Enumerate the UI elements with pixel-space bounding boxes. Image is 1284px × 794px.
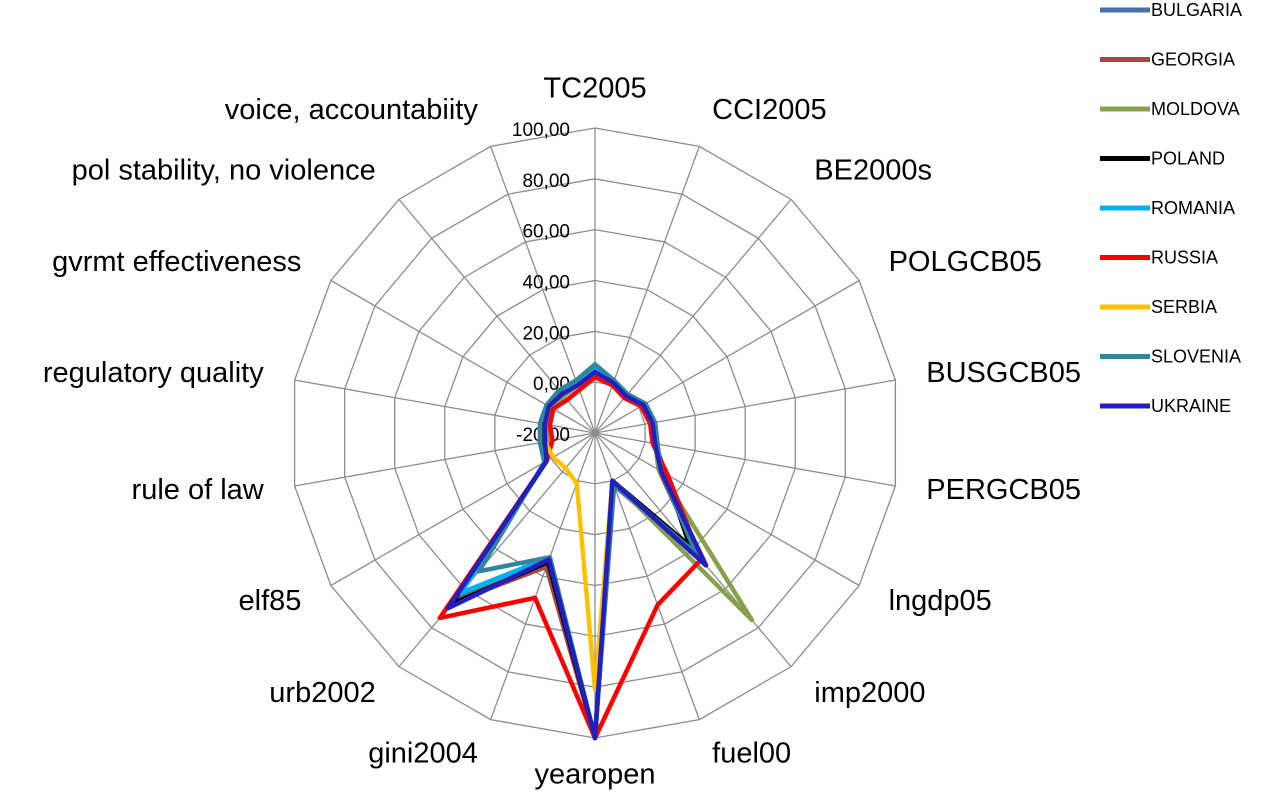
spoke [398, 432, 596, 668]
legend-label: RUSSIA [1151, 247, 1218, 267]
category-label: lngdp05 [889, 585, 992, 617]
spoke [594, 432, 860, 587]
legend-label: SLOVENIA [1151, 346, 1241, 366]
legend-label: UKRAINE [1151, 396, 1231, 416]
category-label: elf85 [239, 585, 302, 617]
category-label: imp2000 [814, 677, 925, 709]
legend-label: BULGARIA [1151, 0, 1242, 20]
legend-label: GEORGIA [1151, 49, 1235, 69]
category-label: pol stability, no violence [72, 154, 376, 186]
spoke [594, 379, 896, 434]
legend-label: SERBIA [1151, 297, 1217, 317]
tick-label: 100,00 [512, 120, 570, 141]
tick-label: 20,00 [522, 323, 570, 344]
category-label: gvrmt effectiveness [52, 246, 301, 278]
category-label: BUSGCB05 [926, 357, 1081, 389]
category-label: TC2005 [543, 73, 646, 105]
category-label: regulatory quality [43, 357, 264, 389]
tick-label: 40,00 [522, 273, 570, 294]
category-label: POLGCB05 [889, 246, 1042, 278]
spoke [594, 146, 700, 434]
spoke [330, 432, 596, 587]
legend-label: ROMANIA [1151, 198, 1235, 218]
category-label: fuel00 [712, 738, 791, 770]
tick-label: 60,00 [522, 222, 570, 243]
spoke [594, 432, 896, 487]
series-line [437, 374, 704, 741]
tick-label: 80,00 [522, 171, 570, 192]
category-label: rule of law [132, 474, 265, 506]
category-label: voice, accountabiity [225, 94, 479, 126]
category-label: yearopen [535, 759, 656, 791]
category-label: BE2000s [814, 154, 932, 186]
category-label: PERGCB05 [926, 474, 1081, 506]
legend-label: POLAND [1151, 148, 1225, 168]
category-label: gini2004 [368, 738, 478, 770]
category-label: urb2002 [269, 677, 375, 709]
category-label: CCI2005 [712, 94, 826, 126]
legend-label: MOLDOVA [1151, 99, 1240, 119]
series-line [445, 369, 709, 741]
